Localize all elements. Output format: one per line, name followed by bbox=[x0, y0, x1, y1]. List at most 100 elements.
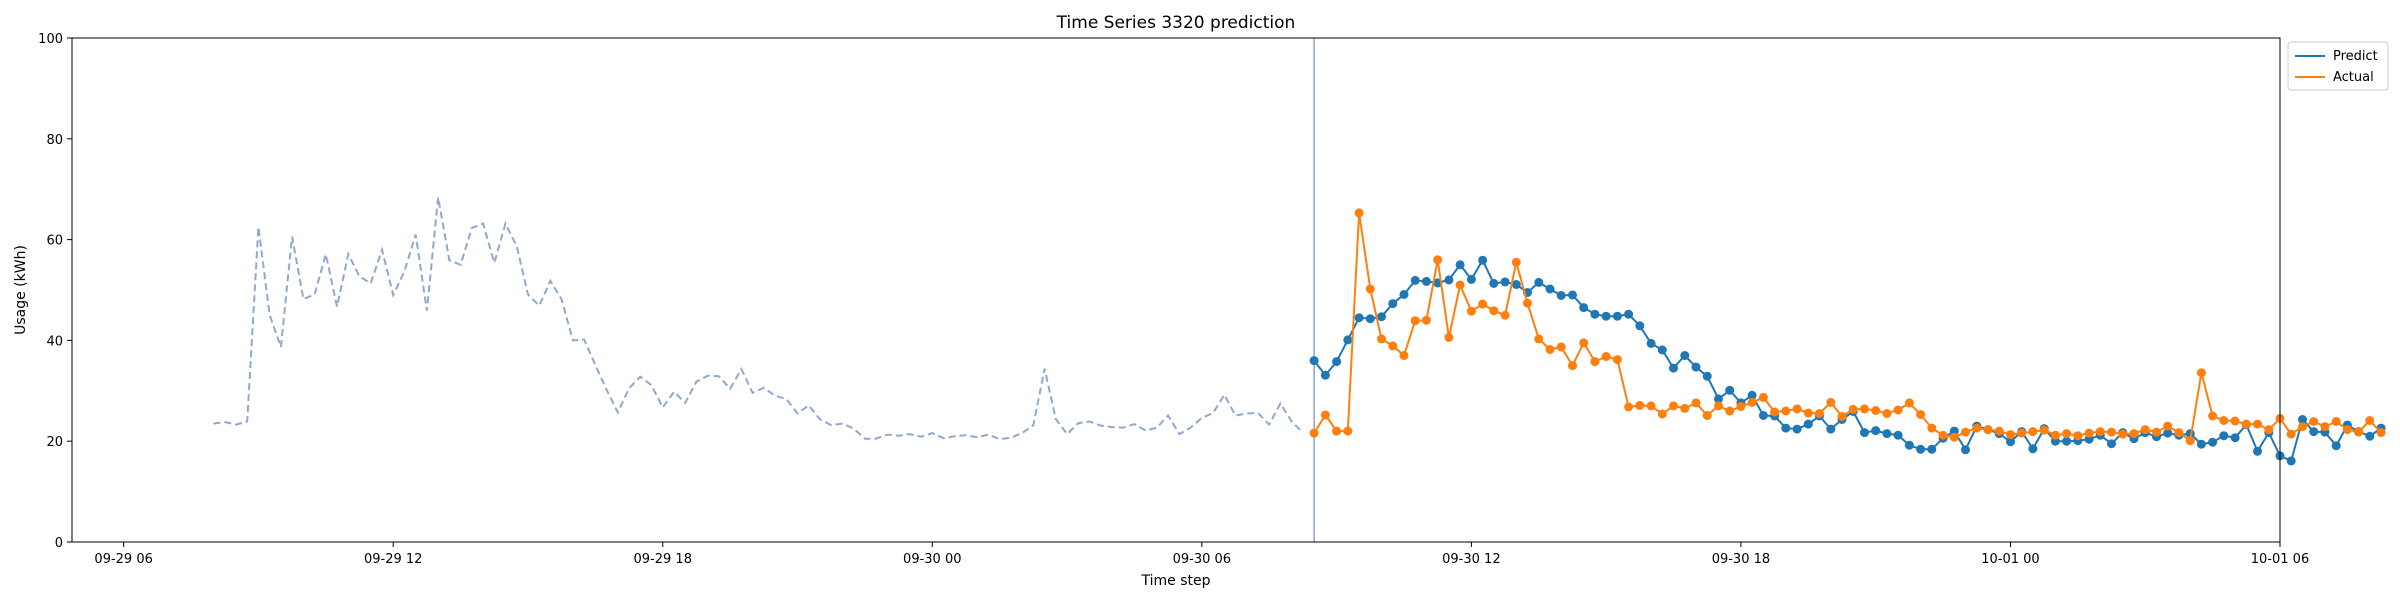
data-point-actual bbox=[1421, 315, 1431, 325]
data-point-predict bbox=[1309, 356, 1319, 366]
data-point-actual bbox=[1927, 423, 1937, 433]
data-point-predict bbox=[2196, 439, 2206, 449]
data-point-actual bbox=[1781, 406, 1791, 416]
data-point-actual bbox=[1343, 426, 1353, 436]
data-point-predict bbox=[1904, 440, 1914, 450]
x-tick-label: 09-29 06 bbox=[94, 552, 152, 567]
data-point-actual bbox=[2376, 428, 2386, 438]
legend-label-predict: Predict bbox=[2333, 49, 2378, 64]
data-point-predict bbox=[2208, 437, 2218, 447]
data-point-actual bbox=[2208, 411, 2218, 421]
data-point-actual bbox=[1365, 284, 1375, 294]
y-tick-label: 0 bbox=[55, 536, 63, 551]
data-point-predict bbox=[2253, 446, 2262, 456]
data-point-actual bbox=[1354, 208, 1364, 218]
data-point-actual bbox=[2298, 422, 2307, 432]
data-point-actual bbox=[1871, 406, 1881, 415]
data-point-actual bbox=[1680, 403, 1690, 413]
data-point-actual bbox=[1702, 411, 1712, 420]
data-point-predict bbox=[1354, 313, 1364, 323]
data-point-predict bbox=[2163, 428, 2173, 438]
data-point-actual bbox=[1848, 404, 1858, 414]
y-tick-label: 40 bbox=[46, 334, 63, 349]
data-point-predict bbox=[2298, 415, 2307, 424]
data-point-predict bbox=[1961, 445, 1970, 455]
data-point-predict bbox=[1714, 394, 1723, 404]
data-point-predict bbox=[1511, 280, 1521, 289]
data-point-predict bbox=[2309, 427, 2319, 437]
data-point-actual bbox=[2073, 431, 2083, 441]
history-line bbox=[213, 197, 1304, 441]
data-point-actual bbox=[2286, 429, 2296, 439]
data-point-actual bbox=[1388, 341, 1398, 351]
data-point-actual bbox=[1893, 405, 1903, 415]
data-point-actual bbox=[1399, 351, 1409, 360]
data-point-predict bbox=[1702, 371, 1712, 381]
data-point-actual bbox=[1624, 402, 1634, 412]
data-point-predict bbox=[1657, 345, 1667, 355]
data-point-actual bbox=[2354, 427, 2364, 437]
data-point-predict bbox=[1680, 351, 1690, 360]
data-point-predict bbox=[2107, 439, 2116, 449]
data-point-actual bbox=[2219, 416, 2229, 425]
data-point-actual bbox=[2365, 416, 2375, 425]
data-point-actual bbox=[1860, 404, 1869, 414]
data-point-predict bbox=[1579, 303, 1589, 313]
data-point-predict bbox=[1545, 284, 1555, 294]
data-point-actual bbox=[2320, 422, 2330, 432]
data-point-actual bbox=[1815, 409, 1824, 418]
data-point-predict bbox=[1601, 311, 1611, 321]
plot-area bbox=[213, 38, 2386, 542]
data-point-predict bbox=[1612, 311, 1622, 321]
data-point-predict bbox=[1421, 276, 1431, 286]
data-point-actual bbox=[2129, 429, 2139, 439]
data-point-predict bbox=[2006, 437, 2015, 447]
data-point-predict bbox=[1860, 428, 1869, 438]
x-tick-label: 09-29 18 bbox=[634, 552, 692, 567]
y-axis: 0 20 40 60 80 100 bbox=[38, 32, 72, 551]
x-tick-label: 09-30 12 bbox=[1442, 552, 1500, 567]
data-point-predict bbox=[1410, 275, 1420, 285]
data-point-actual bbox=[1466, 306, 1476, 316]
data-point-actual bbox=[2253, 419, 2262, 429]
legend: Predict Actual bbox=[2287, 41, 2389, 91]
data-point-predict bbox=[1927, 444, 1937, 454]
data-point-actual bbox=[1669, 401, 1678, 411]
data-point-actual bbox=[1568, 361, 1577, 371]
data-point-actual bbox=[2006, 430, 2015, 440]
data-point-actual bbox=[1657, 409, 1667, 419]
data-point-actual bbox=[1961, 427, 1970, 437]
data-point-predict bbox=[1399, 290, 1409, 299]
data-point-predict bbox=[2230, 433, 2240, 443]
data-point-actual bbox=[2342, 425, 2352, 435]
data-point-predict bbox=[1568, 290, 1577, 300]
data-point-actual bbox=[1635, 400, 1645, 410]
data-point-actual bbox=[2264, 425, 2274, 435]
data-point-actual bbox=[1882, 409, 1892, 418]
x-tick-label: 09-29 12 bbox=[364, 552, 422, 567]
data-point-actual bbox=[1949, 432, 1959, 442]
data-point-predict bbox=[1478, 255, 1488, 265]
data-point-predict bbox=[2062, 436, 2072, 446]
data-point-predict bbox=[1635, 321, 1645, 331]
data-point-actual bbox=[1478, 299, 1488, 309]
data-point-actual bbox=[1770, 407, 1780, 417]
data-point-actual bbox=[2140, 425, 2150, 435]
data-point-actual bbox=[1736, 401, 1746, 411]
data-point-actual bbox=[1725, 406, 1735, 416]
data-point-actual bbox=[1904, 398, 1914, 408]
data-point-predict bbox=[1871, 426, 1881, 436]
data-point-actual bbox=[1332, 426, 1342, 436]
data-point-actual bbox=[1916, 410, 1926, 419]
data-point-actual bbox=[1489, 306, 1499, 316]
y-tick-label: 60 bbox=[46, 234, 63, 249]
data-point-predict bbox=[1489, 278, 1499, 288]
data-point-predict bbox=[1747, 390, 1757, 400]
data-point-actual bbox=[1758, 392, 1768, 402]
data-point-predict bbox=[1916, 444, 1926, 454]
y-tick-label: 20 bbox=[46, 435, 63, 450]
data-point-predict bbox=[1781, 423, 1791, 433]
x-axis-label: Time step bbox=[1141, 573, 1211, 589]
data-point-actual bbox=[1601, 352, 1611, 361]
